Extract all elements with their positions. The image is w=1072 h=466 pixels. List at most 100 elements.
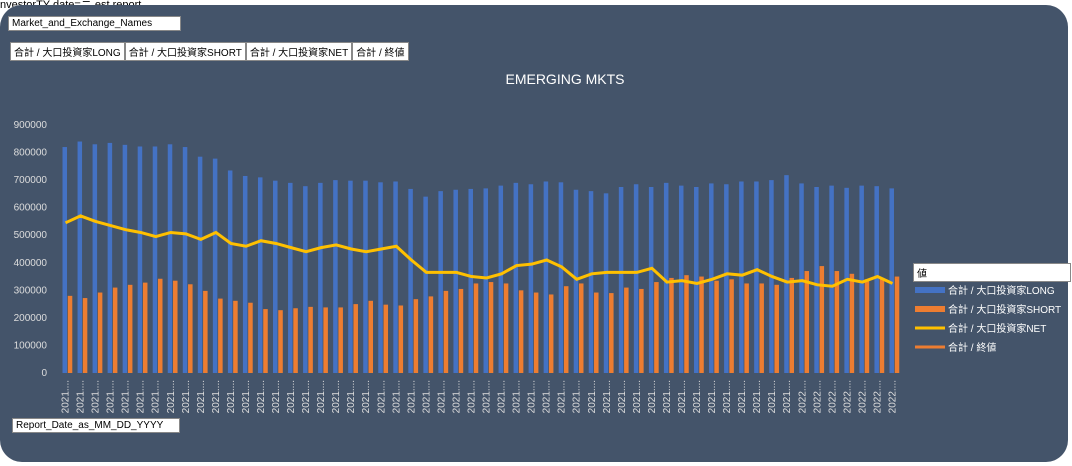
bar (814, 187, 819, 373)
axis-button[interactable]: Report_Date_as_MM_DD_YYYY (12, 418, 180, 433)
bar (573, 189, 579, 373)
bar (603, 193, 609, 373)
bar (799, 183, 804, 373)
bar (338, 307, 343, 373)
x-tick-label: 2021.... (722, 380, 733, 413)
x-tick-label: 2022.... (827, 380, 838, 413)
legend-swatch (915, 306, 945, 312)
bar (227, 170, 233, 373)
line (64, 214, 894, 288)
value-button[interactable]: 合計 / 大口投資家SHORT (124, 42, 246, 61)
x-tick-label: 2021.... (76, 380, 87, 413)
bar (829, 185, 834, 373)
bar (859, 185, 864, 373)
bar (578, 283, 584, 373)
x-tick-label: 2021.... (271, 380, 282, 413)
bar (729, 279, 734, 373)
bar (323, 307, 328, 373)
bar (518, 290, 524, 373)
bar (67, 295, 73, 373)
x-tick-label: 2021.... (181, 380, 192, 413)
bar (413, 299, 419, 373)
x-tick-label: 2021.... (662, 380, 673, 413)
bar (182, 147, 188, 373)
bar (278, 310, 283, 373)
bar (212, 158, 218, 373)
bar (548, 294, 554, 373)
value-button[interactable]: 合計 / 大口投資家LONG (10, 42, 125, 61)
x-tick-label: 2021.... (587, 380, 598, 413)
y-tick-label: 700000 (14, 175, 48, 186)
bar (789, 277, 794, 373)
bar (112, 287, 118, 373)
x-tick-label: 2021.... (572, 380, 583, 413)
x-tick-label: 2021.... (226, 380, 237, 413)
x-tick-label: 2021.... (106, 380, 117, 413)
bar (257, 177, 263, 373)
x-tick-label: 2022.... (812, 380, 823, 413)
x-tick-label: 2021.... (602, 380, 613, 413)
x-tick-label: 2021.... (692, 380, 703, 413)
filter-button[interactable]: Market_and_Exchange_Names (8, 16, 181, 31)
x-tick-label: 2021.... (301, 380, 312, 413)
x-tick-label: 2021.... (331, 380, 342, 413)
x-tick-label: 2021.... (436, 380, 447, 413)
legend-label: 合計 / 終値 (948, 341, 996, 354)
x-tick-label: 2021.... (136, 380, 147, 413)
x-tick-label: 2021.... (241, 380, 252, 413)
x-tick-label: 2021.... (421, 380, 432, 413)
x-tick-label: 2021.... (151, 380, 162, 413)
x-tick-label: 2021.... (346, 380, 357, 413)
bar (503, 283, 509, 373)
bar (488, 282, 494, 373)
bar (774, 284, 779, 373)
x-tick-label: 2021.... (286, 380, 297, 413)
bar (378, 182, 383, 373)
bar (543, 181, 549, 373)
bar (609, 293, 614, 373)
bar (533, 292, 539, 373)
bar (233, 300, 238, 373)
bar (473, 283, 479, 373)
bar (273, 180, 278, 373)
x-tick-label: 2021.... (256, 380, 267, 413)
value-button[interactable]: 合計 / 大口投資家NET (245, 42, 353, 61)
x-tick-label: 2021.... (211, 380, 222, 413)
value-button[interactable]: 合計 / 終値 (352, 42, 409, 61)
bar (528, 184, 534, 373)
x-tick-label: 2021.... (782, 380, 793, 413)
bar (428, 296, 434, 373)
y-tick-label: 300000 (14, 285, 48, 296)
bar (188, 284, 193, 373)
y-tick-label: 100000 (14, 340, 48, 351)
bar (458, 288, 464, 373)
bar (663, 182, 669, 373)
bar (889, 188, 894, 373)
x-tick-label: 2022.... (842, 380, 853, 413)
x-tick-label: 2021.... (527, 380, 538, 413)
x-tick-label: 2021.... (391, 380, 402, 413)
y-tick-label: 600000 (14, 203, 48, 214)
bar (348, 180, 353, 373)
x-tick-label: 2021.... (91, 380, 102, 413)
bar (759, 283, 764, 373)
x-tick-label: 2021.... (497, 380, 508, 413)
x-tick-label: 2021.... (632, 380, 643, 413)
bar (594, 292, 599, 373)
bar (819, 266, 825, 373)
x-tick-label: 2021.... (512, 380, 523, 413)
legend-label: 合計 / 大口投資家LONG (948, 284, 1055, 297)
bar (639, 288, 644, 373)
bar (137, 146, 143, 373)
y-tick-label: 800000 (14, 148, 48, 159)
bar (398, 305, 404, 373)
bar (754, 181, 759, 373)
x-tick-label: 2021.... (542, 380, 553, 413)
y-tick-label: 900000 (14, 120, 48, 131)
bar (648, 187, 654, 373)
legend-header[interactable]: 値 (913, 263, 1071, 282)
bar (303, 186, 308, 373)
bar (588, 191, 594, 373)
bar (197, 156, 203, 373)
